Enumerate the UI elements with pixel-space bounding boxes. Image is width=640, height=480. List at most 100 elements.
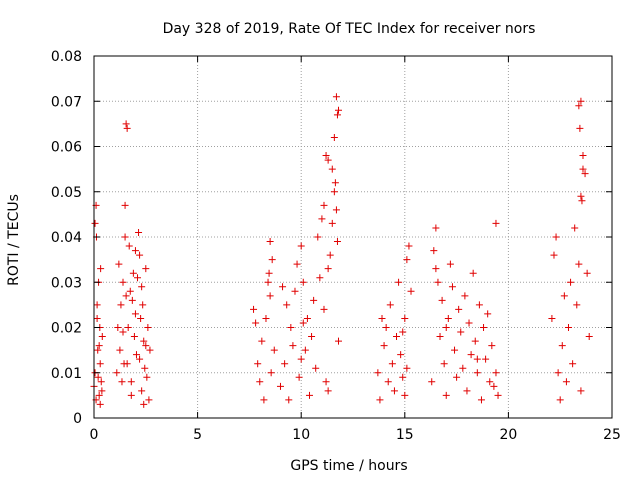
y-tick-label: 0.02 <box>51 321 82 337</box>
data-point <box>129 269 137 277</box>
data-point <box>267 369 275 377</box>
data-point <box>376 396 384 404</box>
data-point <box>123 124 131 132</box>
data-point <box>260 396 268 404</box>
data-point <box>97 265 105 273</box>
data-point <box>310 296 318 304</box>
data-point <box>442 391 450 399</box>
data-point <box>320 305 328 313</box>
data-point <box>380 342 388 350</box>
data-point <box>136 251 144 259</box>
data-point <box>318 215 326 223</box>
data-point <box>254 360 262 368</box>
data-point <box>113 369 121 377</box>
data-point <box>127 378 135 386</box>
data-point <box>308 333 316 341</box>
data-point <box>457 328 465 336</box>
data-point <box>96 360 104 368</box>
data-point <box>142 342 150 350</box>
data-point <box>93 301 101 309</box>
data-point <box>250 305 258 313</box>
data-point <box>268 256 276 264</box>
data-point <box>583 269 591 277</box>
data-point <box>266 292 274 300</box>
y-tick-label: 0.04 <box>51 230 82 246</box>
data-point <box>571 224 579 232</box>
data-point <box>266 238 274 246</box>
data-point <box>480 324 488 331</box>
data-point <box>276 382 284 390</box>
data-point <box>114 324 122 331</box>
data-point <box>265 269 273 277</box>
data-point <box>432 224 440 232</box>
data-point <box>554 369 562 377</box>
data-point <box>320 201 328 209</box>
data-point <box>484 310 492 318</box>
x-tick-label: 5 <box>193 427 202 443</box>
data-point <box>384 378 392 386</box>
data-point <box>552 233 560 241</box>
data-point <box>131 310 139 318</box>
data-point <box>312 364 320 372</box>
data-point <box>395 278 403 286</box>
data-points <box>90 93 593 408</box>
data-point <box>98 387 106 395</box>
x-tick-label: 20 <box>499 427 517 443</box>
data-point <box>115 260 123 268</box>
data-point <box>393 333 401 341</box>
data-point <box>132 351 140 359</box>
x-tick-label: 25 <box>603 427 621 443</box>
data-point <box>444 314 452 322</box>
data-point <box>473 369 481 377</box>
data-point <box>328 219 336 227</box>
data-point <box>283 301 291 309</box>
data-point <box>95 391 103 399</box>
data-point <box>126 287 134 295</box>
data-point <box>144 324 152 331</box>
data-point <box>121 201 129 209</box>
data-point <box>303 314 311 322</box>
data-point <box>289 342 297 350</box>
data-point <box>134 274 142 282</box>
data-point <box>438 296 446 304</box>
data-point <box>135 228 143 236</box>
data-point <box>471 337 479 345</box>
data-point <box>119 278 127 286</box>
data-point <box>122 120 130 128</box>
data-point <box>334 106 342 114</box>
data-point <box>142 265 150 273</box>
axis-ticks <box>93 55 613 419</box>
tick-labels: 0 5 10 15 20 25 0 0.01 0.02 0.03 0.04 0.05 0.06 0.07 0… <box>51 49 621 443</box>
data-point <box>333 238 341 246</box>
data-point <box>569 360 577 368</box>
data-point <box>382 324 390 331</box>
data-point <box>442 324 450 331</box>
data-point <box>322 378 330 386</box>
data-point <box>446 260 454 268</box>
data-point <box>469 269 477 277</box>
data-point <box>492 219 500 227</box>
data-point <box>143 373 151 381</box>
data-point <box>403 256 411 264</box>
data-point <box>576 124 584 132</box>
data-point <box>91 219 99 227</box>
data-point <box>390 387 398 395</box>
data-point <box>136 355 144 363</box>
data-point <box>305 391 313 399</box>
data-point <box>98 333 106 341</box>
chart-title: Day 328 of 2019, Rate Of TEC Index for r… <box>163 21 536 37</box>
data-point <box>146 346 154 354</box>
data-point <box>575 260 583 268</box>
data-point <box>140 337 148 345</box>
data-point <box>330 188 338 196</box>
data-point <box>434 278 442 286</box>
data-point <box>138 283 146 291</box>
data-point <box>140 400 148 408</box>
data-point <box>548 314 556 322</box>
data-point <box>131 247 139 255</box>
data-point <box>139 301 147 309</box>
data-point <box>486 378 494 386</box>
data-point <box>397 351 405 359</box>
data-point <box>124 324 132 331</box>
data-point <box>332 93 340 101</box>
